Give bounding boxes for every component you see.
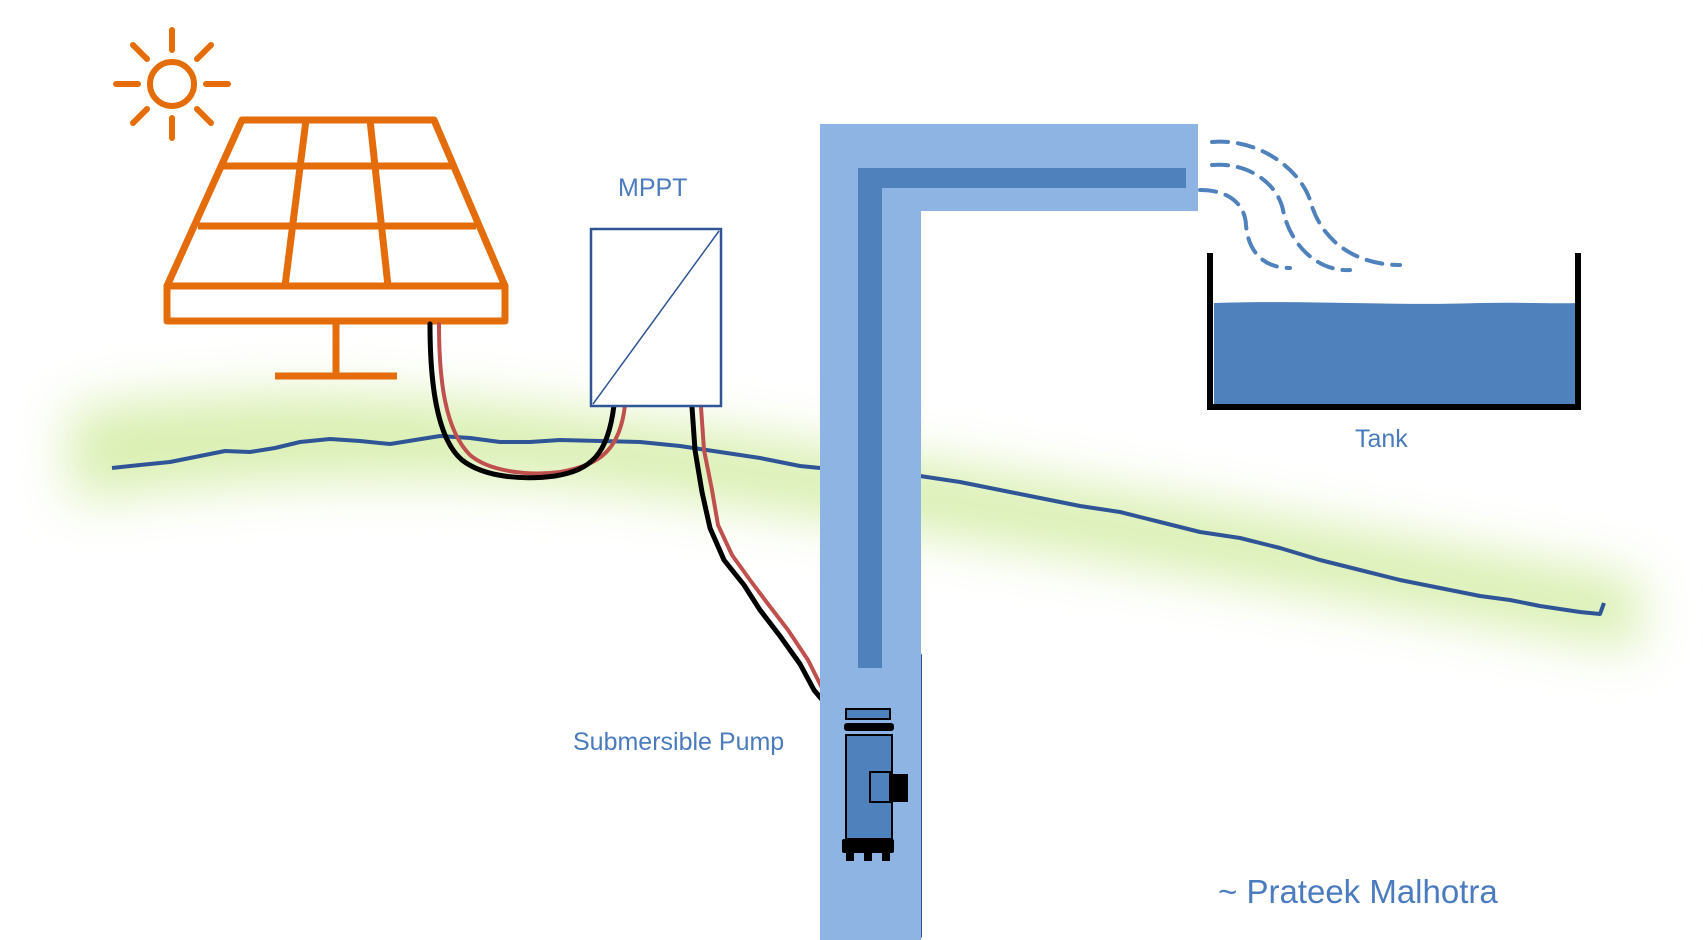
sun-icon	[113, 27, 231, 141]
tank-label: Tank	[1355, 425, 1408, 453]
ground-line	[111, 434, 1606, 616]
water-tank-icon	[1207, 253, 1581, 410]
mppt-controller-icon	[589, 227, 723, 408]
submersible-pump-icon	[842, 708, 908, 861]
mppt-label: MPPT	[618, 174, 688, 202]
solar-panel-icon	[163, 116, 509, 380]
water-spray	[1198, 139, 1402, 273]
water-pipe	[820, 124, 1198, 940]
author-credit: ~ Prateek Malhotra	[1218, 873, 1498, 910]
submersible-pump-label: Submersible Pump	[573, 728, 785, 756]
mppt-to-pump-wires	[689, 404, 842, 717]
panel-to-mppt-wires	[427, 321, 627, 481]
